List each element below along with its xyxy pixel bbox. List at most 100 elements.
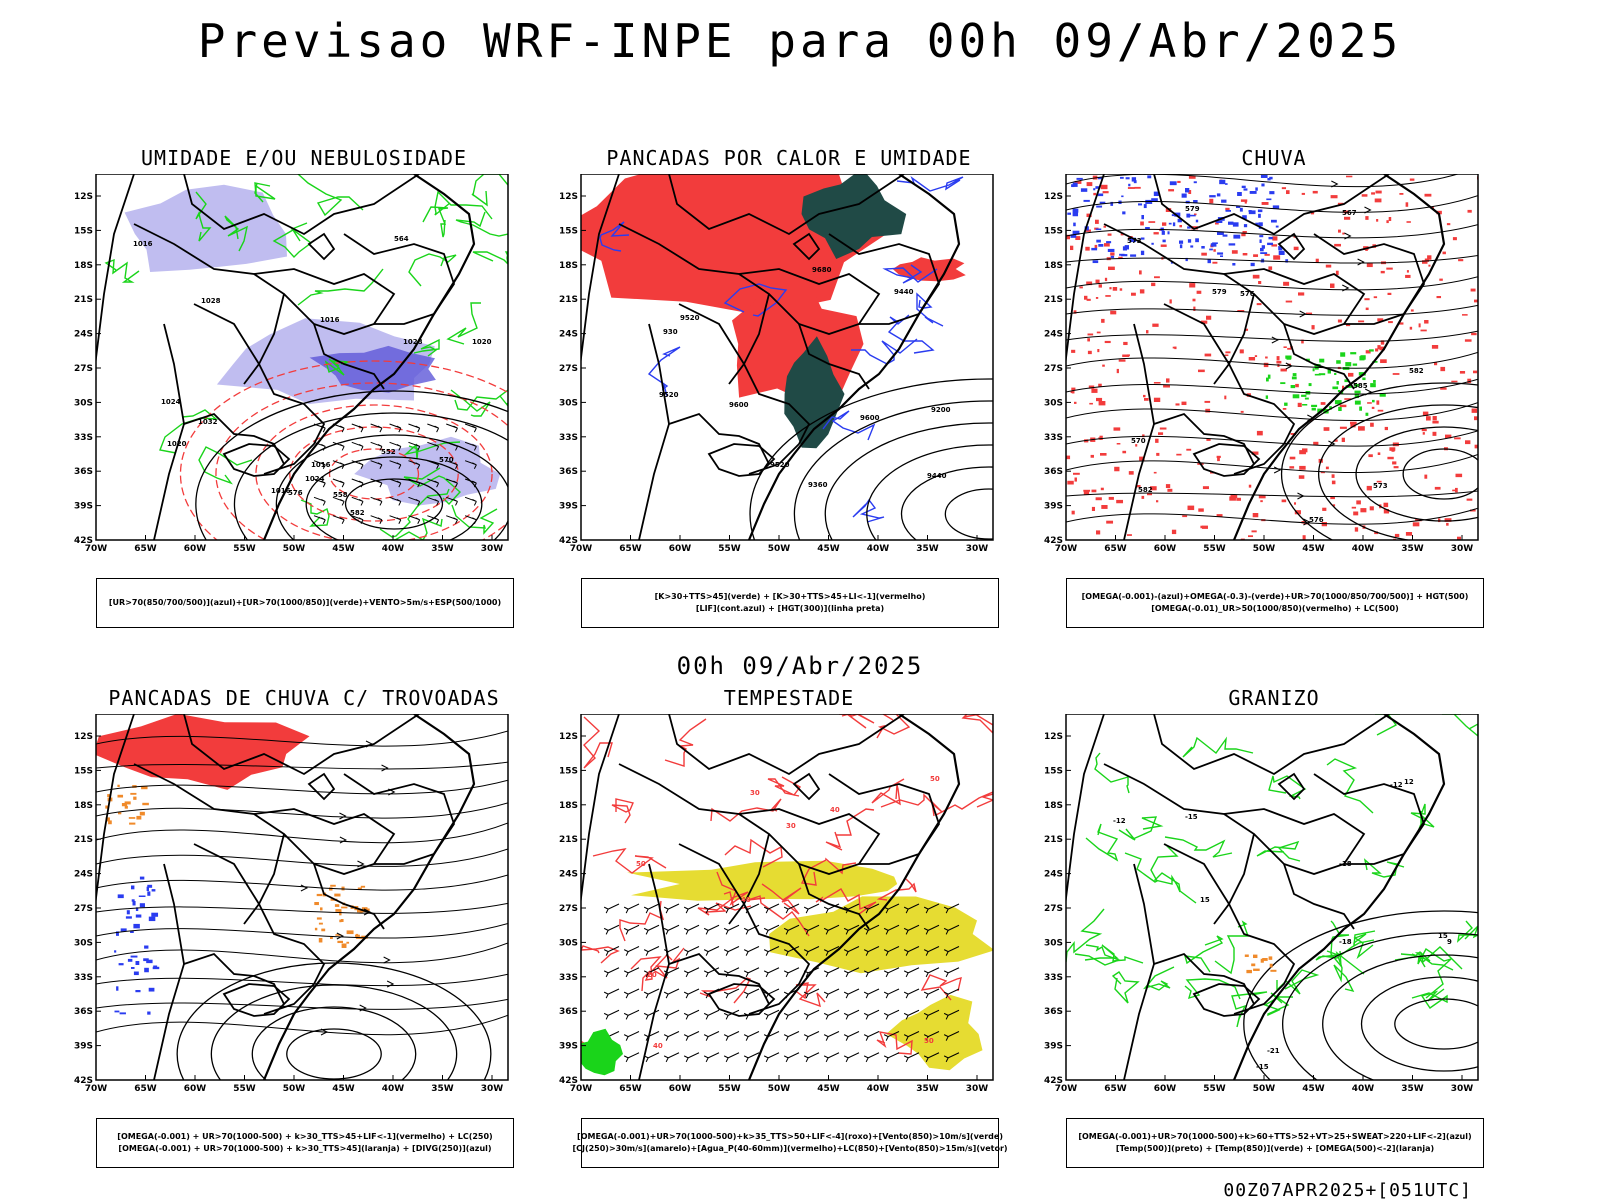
precipitable-water-contour xyxy=(767,776,802,797)
lat-tick-label: 30S xyxy=(1044,398,1063,408)
lat-tick-label: 39S xyxy=(559,502,578,512)
panel-pancadas-calor: PANCADAS POR CALOR E UMIDADE 9680 9600 960… xyxy=(559,146,1019,646)
rain-pixel xyxy=(1244,200,1247,204)
panel-legend: [OMEGA(-0.001) + UR>70(1000-500) + k>30_… xyxy=(96,1118,514,1168)
omega-pixel xyxy=(1269,963,1273,968)
rain-pixel xyxy=(1217,457,1220,462)
divergence-pixel xyxy=(135,914,142,918)
omega-pixel xyxy=(1267,242,1274,246)
rain-pixel xyxy=(1231,250,1238,254)
lon-tick-label: 60W xyxy=(669,544,692,554)
contour-label: 30 xyxy=(750,789,760,797)
rain-pixel xyxy=(1350,423,1356,428)
humidity-contour xyxy=(383,517,443,540)
wind-vector xyxy=(603,924,620,935)
map-frame xyxy=(580,174,994,541)
rain-pixel xyxy=(1148,221,1156,223)
precipitable-water-contour xyxy=(630,956,662,992)
lat-tick-label: 15S xyxy=(74,226,93,236)
rain-pixel xyxy=(1095,497,1102,501)
map-outline xyxy=(668,714,905,776)
omega-strong-pixel xyxy=(1340,352,1346,357)
rain-pixel xyxy=(1104,243,1110,247)
contour-label: 1016 xyxy=(320,316,340,324)
streamline xyxy=(96,922,508,939)
precipitable-water-contour xyxy=(815,888,877,915)
omega-pixel xyxy=(1177,218,1182,223)
rain-pixel xyxy=(1285,300,1293,303)
wind-vector xyxy=(863,1009,880,1020)
lat-tick-label: 18S xyxy=(1044,801,1063,811)
wind-vector xyxy=(643,1009,660,1020)
lat-tick-label: 42S xyxy=(559,1076,578,1086)
rain-pixel xyxy=(1198,508,1204,512)
omega-pixel xyxy=(1171,214,1178,217)
rain-pixel xyxy=(1095,297,1099,299)
storm-pixel xyxy=(314,902,319,906)
rain-pixel xyxy=(1252,513,1259,518)
map-layer: 50 50 50 40 40 40 30 30 20 xyxy=(581,714,993,1080)
lon-tick-label: 35W xyxy=(431,1084,454,1094)
divergence-pixel xyxy=(132,901,136,906)
rain-pixel xyxy=(1201,252,1207,256)
rain-pixel xyxy=(1466,498,1473,501)
wind-vector xyxy=(603,988,620,999)
wind-vector xyxy=(723,1009,740,1020)
map-outline xyxy=(618,223,771,385)
wind-vector xyxy=(823,903,840,914)
omega-pixel xyxy=(1095,228,1102,231)
map-outline xyxy=(1232,174,1446,540)
precipitable-water-contour xyxy=(747,895,810,937)
humidity-core xyxy=(309,345,436,393)
omega-pixel xyxy=(1162,239,1166,243)
map-outline xyxy=(1223,808,1366,875)
storm-pixel xyxy=(108,820,112,825)
divergence-pixel xyxy=(117,894,124,899)
rain-pixel xyxy=(1377,452,1381,456)
lon-tick-label: 65W xyxy=(619,1084,642,1094)
omega-pixel xyxy=(1151,198,1158,202)
rain-pixel xyxy=(1120,233,1124,236)
rain-pixel xyxy=(1153,382,1161,384)
lif-contour xyxy=(882,264,938,284)
storm-pixel xyxy=(139,811,145,816)
omega-strong-pixel xyxy=(1358,372,1366,376)
lat-tick-label: 12S xyxy=(1044,732,1063,742)
divergence-pixel xyxy=(147,891,151,896)
rain-pixel xyxy=(1099,435,1103,440)
rain-pixel xyxy=(1071,510,1075,515)
omega-strong-pixel xyxy=(1291,376,1297,380)
omega-pixel xyxy=(1228,221,1234,225)
rain-pixel xyxy=(1118,256,1123,260)
wind-vector xyxy=(389,441,402,451)
rain-pixel xyxy=(1422,260,1428,264)
omega-strong-pixel xyxy=(1362,377,1366,381)
omega-pixel xyxy=(1122,211,1126,215)
lat-tick-label: 39S xyxy=(559,1042,578,1052)
wind-vector xyxy=(623,967,640,978)
lat-tick-label: 24S xyxy=(74,330,93,340)
map-outline xyxy=(1283,863,1355,930)
omega-pixel xyxy=(1172,222,1176,227)
contour-line xyxy=(289,426,459,522)
contour-label: -18 xyxy=(1339,938,1352,946)
storm-pixel xyxy=(357,887,362,890)
wind-vector xyxy=(863,946,880,956)
contour-label: 1016 xyxy=(311,461,331,469)
wind-vector xyxy=(464,460,477,470)
contour-label: 1032 xyxy=(198,418,218,426)
precipitable-water-contour xyxy=(839,714,875,729)
streamline xyxy=(1066,254,1478,264)
omega-pixel xyxy=(1232,222,1239,227)
storm-pixel xyxy=(335,909,342,912)
map-outline xyxy=(193,303,326,475)
wind-vector xyxy=(823,1009,840,1020)
wind-vector xyxy=(843,967,860,978)
panel-title: UMIDADE E/OU NEBULOSIDADE xyxy=(140,146,468,170)
rain-pixel xyxy=(1365,307,1369,311)
temp850-contour xyxy=(1118,816,1164,841)
map-outline xyxy=(1277,232,1306,261)
omega-pixel xyxy=(1093,188,1096,191)
wind-vector xyxy=(843,1052,860,1063)
map-umidade: 1016 1016 1016 1016 1020 1020 1024 1024 1028 1028… xyxy=(74,174,509,554)
